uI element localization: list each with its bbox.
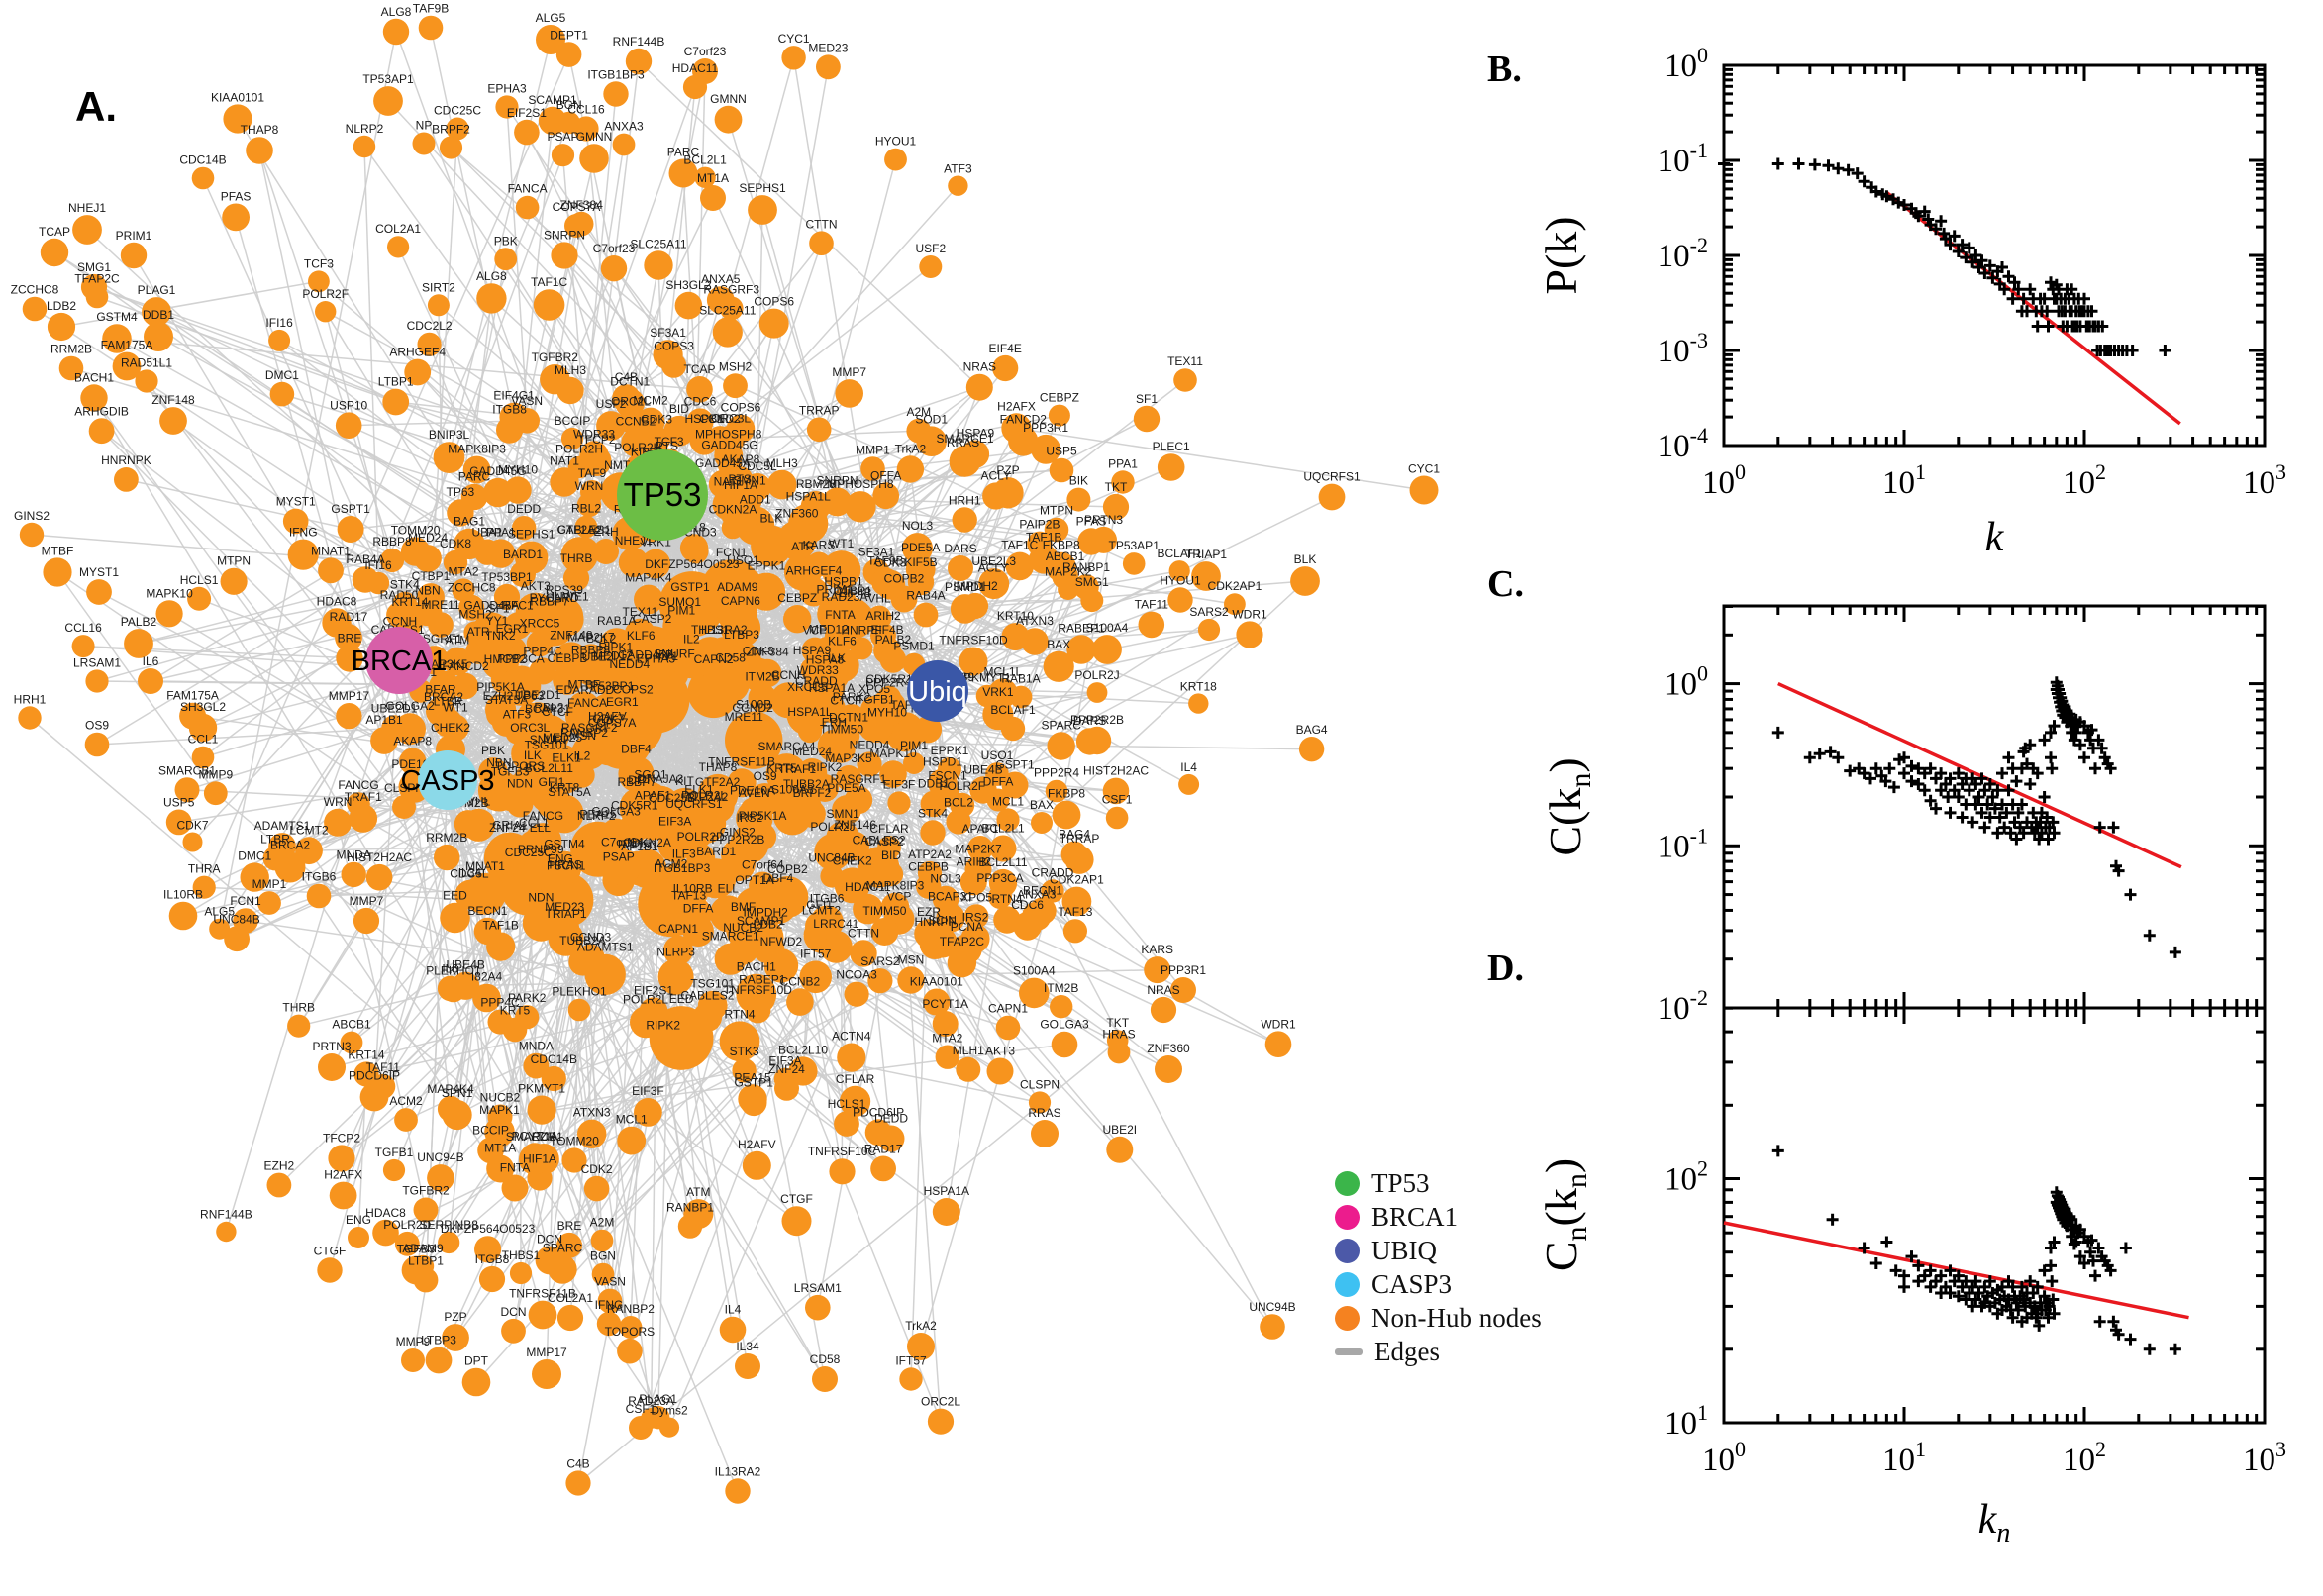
axis-tick-label: 100 — [1665, 661, 1708, 703]
legend-item-casp3: CASP3 — [1335, 1268, 1542, 1299]
network-edge — [937, 690, 1184, 991]
network-edge — [1007, 1027, 1121, 1150]
network-panel: CDC14BTHAP8KIAA0101TP53AP1NLRP2CDC25CEPH… — [11, 2, 1440, 1504]
axis-tick-label: 103 — [2243, 459, 2286, 501]
network-edge — [349, 420, 528, 427]
legend-dot-icon — [1335, 1204, 1360, 1230]
legend-item-tp53: TP53 — [1335, 1167, 1542, 1198]
axis-tick-label: 10-1 — [1658, 823, 1708, 864]
legend-edge-line-icon — [1335, 1347, 1363, 1355]
network-edge — [258, 150, 385, 742]
panel-label-b: B. — [1487, 49, 1522, 90]
network-edge — [198, 598, 351, 659]
network-edge — [56, 571, 217, 794]
y-axis-title: P(k) — [1536, 216, 1586, 294]
network-edge — [126, 478, 352, 531]
network-edge — [168, 613, 449, 781]
fit-line — [1723, 1221, 2189, 1320]
axis-tick-label: 101 — [1882, 459, 1926, 501]
x-axis-title: kn — [1978, 1497, 2011, 1548]
network-edge — [225, 659, 400, 1233]
panel-label-a: A. — [75, 83, 117, 130]
axis-tick-label: 100 — [1702, 459, 1746, 501]
network-edge — [739, 1041, 1041, 1104]
network-edge — [150, 364, 674, 682]
axis-tick-label: 100 — [1665, 43, 1708, 84]
network-edge — [549, 144, 625, 621]
network-edge — [447, 779, 501, 1133]
network-edge — [430, 27, 515, 418]
network-edge — [202, 481, 565, 758]
network-edge — [417, 371, 607, 552]
network-edge — [1042, 506, 1117, 912]
scatter-points — [1718, 157, 2172, 356]
network-edge — [308, 154, 564, 851]
network-edge — [468, 894, 492, 1150]
legend-item-label: CASP3 — [1371, 1268, 1453, 1299]
legend-item-brca1: BRCA1 — [1335, 1201, 1542, 1232]
scatter-points — [1771, 676, 2181, 958]
axis-tick-label: 102 — [1665, 1156, 1708, 1198]
network-edge — [903, 598, 975, 883]
y-axis-title: Cn(kn) — [1536, 1158, 1593, 1271]
legend-dot-icon — [1335, 1271, 1360, 1297]
legend-item-label: BRCA1 — [1371, 1201, 1459, 1232]
axis-tick-label: 102 — [2063, 1437, 2106, 1478]
network-edge — [93, 397, 633, 1142]
axis-tick-label: 103 — [2243, 1437, 2286, 1478]
legend-item-label: Edges — [1374, 1336, 1440, 1366]
network-edge — [920, 890, 1054, 1347]
network-edge — [365, 1011, 655, 1075]
scatter-points — [1771, 1145, 2181, 1355]
axis-tick-label: 100 — [1702, 1437, 1746, 1478]
axis-tick-label: 10-3 — [1658, 328, 1708, 369]
axis-tick-label: 101 — [1882, 1437, 1926, 1478]
network-edge — [740, 185, 959, 430]
y-axis-title: C(kn) — [1540, 757, 1597, 855]
legend: TP53 BRCA1 UBIQ CASP3 Non-Hub nodes Edges — [1335, 1167, 1542, 1366]
axis-tick-label: 10-4 — [1658, 423, 1708, 464]
legend-dot-icon — [1335, 1170, 1360, 1196]
legend-item-label: Non-Hub nodes — [1371, 1302, 1542, 1333]
network-edge — [218, 31, 397, 930]
axis-tick-label: 101 — [1665, 1400, 1708, 1442]
panel-label-d: D. — [1487, 948, 1524, 989]
legend-item-ubiq: UBIQ — [1335, 1235, 1542, 1265]
network-edge — [577, 1040, 1119, 1484]
network-edge — [29, 717, 501, 1118]
legend-item-label: UBIQ — [1371, 1235, 1437, 1265]
panel-label-c: C. — [1487, 563, 1524, 605]
network-edge — [456, 1011, 655, 1116]
axis-tick-label: 102 — [2063, 459, 2106, 501]
plot-ticks — [1722, 1006, 2267, 1425]
legend-dot-icon — [1335, 1305, 1360, 1331]
plot-ticks — [1722, 63, 2267, 448]
plot-frame — [1722, 63, 2267, 448]
axis-tick-label: 10-2 — [1658, 233, 1708, 274]
network-edge — [638, 60, 980, 388]
plot-frame — [1722, 1006, 2267, 1425]
axis-tick-label: 10-2 — [1658, 985, 1708, 1027]
legend-dot-icon — [1335, 1238, 1360, 1263]
network-edge — [1016, 427, 1425, 491]
x-axis-title: k — [1985, 515, 2005, 560]
network-edge — [946, 896, 1001, 1213]
axis-tick-label: 10-1 — [1658, 138, 1708, 179]
legend-item-edges: Edges — [1335, 1336, 1542, 1366]
fit-line — [1777, 681, 2182, 869]
legend-item-label: TP53 — [1371, 1167, 1430, 1198]
network-edge — [666, 86, 696, 355]
network-edge — [668, 993, 858, 1428]
legend-item-non-hub-nodes: Non-Hub nodes — [1335, 1302, 1542, 1333]
network-edge — [203, 53, 570, 888]
network-edge — [430, 128, 458, 598]
chart-c: 100 10-1 10-2 C(kn) — [1540, 604, 2267, 1027]
network-edge — [60, 280, 320, 328]
